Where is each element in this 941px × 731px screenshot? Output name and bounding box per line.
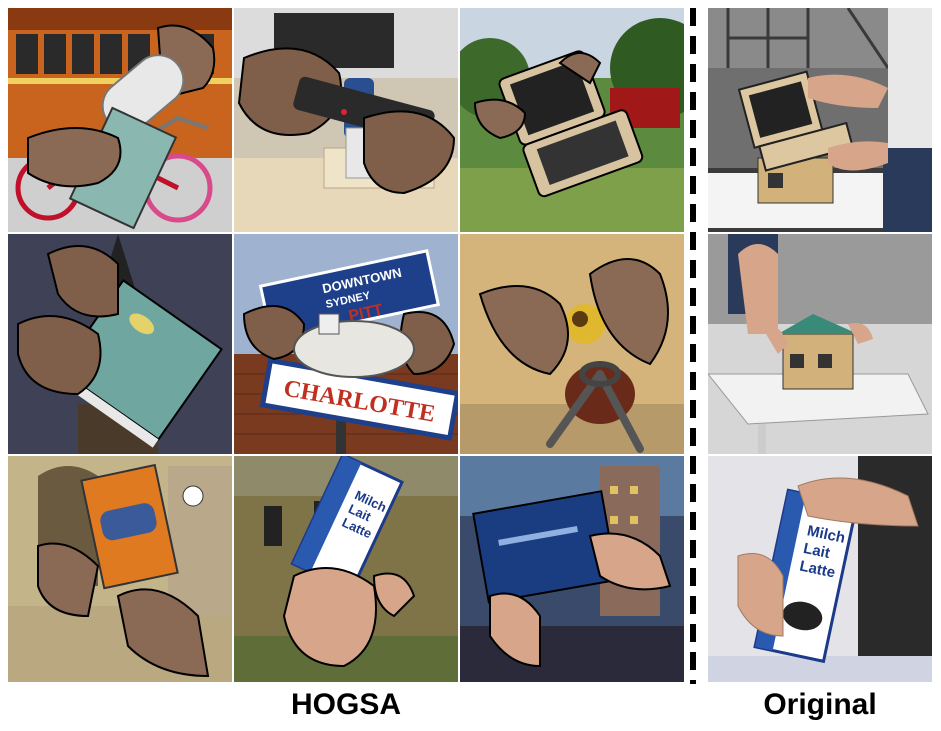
dashed-divider bbox=[690, 8, 696, 684]
tile-book-church bbox=[8, 234, 232, 454]
tile-scissors-flowers bbox=[460, 234, 684, 454]
orig-lait-text: Lait bbox=[802, 540, 832, 562]
tile-laptop-train bbox=[460, 8, 684, 232]
tile-street-sign: DOWNTOWN SYDNEY PITT CHARLOTTE bbox=[234, 234, 458, 454]
tile-tram-bicycles bbox=[8, 8, 232, 232]
tile-original-laptop bbox=[708, 8, 932, 232]
tile-original-house bbox=[708, 234, 932, 454]
tile-ovaltine-box bbox=[8, 456, 232, 682]
caption-original: Original bbox=[763, 688, 877, 721]
tile-original-milk: Milch Lait Latte bbox=[708, 456, 932, 682]
tile-blue-book-city bbox=[460, 456, 684, 682]
caption-hogsa: HOGSA bbox=[290, 688, 401, 721]
tile-milk-zebras: Milch Lait Latte bbox=[234, 456, 458, 682]
tile-remote-control bbox=[234, 8, 458, 232]
sign-pitt-text: PITT bbox=[347, 301, 385, 325]
